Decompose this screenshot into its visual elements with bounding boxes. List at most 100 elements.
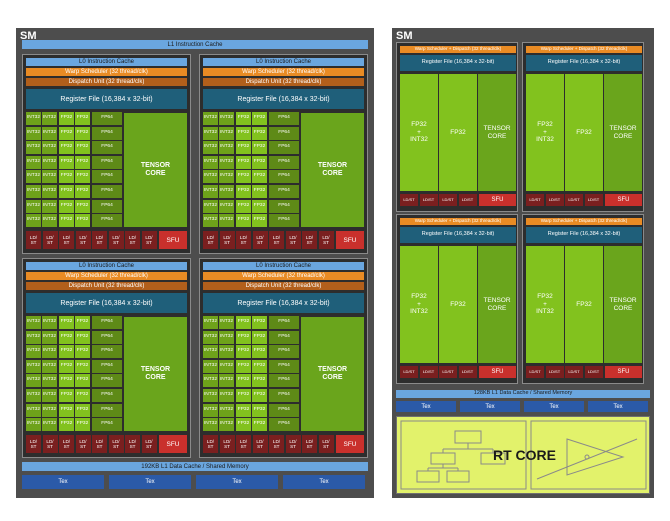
- sfu-unit: SFU: [605, 366, 642, 378]
- ld-st-unit: LD/ST: [252, 435, 268, 453]
- fp64-unit: FP64: [269, 126, 299, 140]
- fp32-unit: FP32: [59, 126, 74, 140]
- l1-data-cache-right: 128KB L1 Data Cache / Shared Memory: [396, 390, 650, 398]
- int32-unit: INT32: [203, 112, 218, 125]
- int32-unit: INT32: [219, 403, 234, 417]
- int32-unit: INT32: [219, 374, 234, 388]
- ld-st-unit: LD/ST: [236, 435, 251, 453]
- sfu-unit: SFU: [336, 231, 364, 249]
- fp32-unit: FP32: [236, 112, 251, 125]
- int32-unit: INT32: [42, 389, 57, 402]
- ld-st-unit: LD/ST: [92, 231, 107, 249]
- sfu-unit: SFU: [159, 231, 187, 249]
- subcore-partition: Warp Scheduler + Dispatch (32 thread/clk…: [522, 42, 644, 212]
- ld-st-unit: LD/ST: [42, 435, 58, 453]
- subcore-partition: Warp Scheduler + Dispatch (32 thread/clk…: [522, 214, 644, 384]
- int32-unit: INT32: [26, 316, 41, 329]
- warp-scheduler-dispatch: Warp Scheduler + Dispatch (32 thread/clk…: [400, 218, 516, 225]
- ld-st-unit: LD/ST: [318, 435, 334, 453]
- fp32-unit: FP32: [75, 199, 90, 213]
- fp32-unit: FP32: [252, 374, 267, 388]
- dispatch-unit: Dispatch Unit (32 thread/clk): [203, 78, 364, 86]
- ld-st-unit: LD/ST: [203, 231, 218, 249]
- int32-unit: INT32: [219, 389, 234, 402]
- int32-unit: INT32: [203, 359, 218, 373]
- tex-unit: Tex: [396, 401, 456, 412]
- l0-instruction-cache: L0 Instruction Cache: [203, 58, 364, 66]
- fp32-int32-column: FP32 + INT32: [526, 74, 564, 191]
- fp32-unit: FP32: [252, 403, 267, 417]
- register-file: Register File (16,384 x 32-bit): [203, 293, 364, 313]
- warp-scheduler: Warp Scheduler (32 thread/clk): [203, 68, 364, 76]
- fp32-unit: FP32: [75, 389, 90, 402]
- int32-unit: INT32: [42, 359, 57, 373]
- fp32-unit: FP32: [236, 316, 251, 329]
- int32-unit: INT32: [26, 199, 41, 213]
- ld-st-unit: LD/ST: [458, 194, 477, 206]
- fp32-unit: FP32: [252, 418, 267, 432]
- int32-unit: INT32: [203, 199, 218, 213]
- fp64-unit: FP64: [92, 418, 122, 432]
- warp-scheduler-dispatch: Warp Scheduler + Dispatch (32 thread/clk…: [526, 218, 642, 225]
- tensor-core: TENSOR CORE: [478, 74, 516, 191]
- tex-unit: Tex: [283, 475, 365, 489]
- int32-unit: INT32: [42, 418, 57, 432]
- tensor-core: TENSOR CORE: [604, 246, 642, 363]
- fp32-unit: FP32: [59, 359, 74, 373]
- fp64-unit: FP64: [269, 214, 299, 228]
- warp-scheduler: Warp Scheduler (32 thread/clk): [26, 272, 187, 280]
- int32-unit: INT32: [219, 112, 234, 125]
- tex-unit: Tex: [109, 475, 191, 489]
- subcore-partition: Warp Scheduler + Dispatch (32 thread/clk…: [396, 214, 518, 384]
- ld-st-unit: LD/ST: [125, 435, 140, 453]
- ld-st-unit: LD/ST: [302, 231, 317, 249]
- ld-st-unit: LD/ST: [252, 231, 268, 249]
- fp32-unit: FP32: [252, 141, 267, 155]
- int32-unit: INT32: [219, 141, 234, 155]
- rt-core-diagram-icon: [400, 420, 647, 490]
- fp64-unit: FP64: [269, 170, 299, 184]
- fp32-unit: FP32: [59, 141, 74, 155]
- tensor-core: TENSOR CORE: [300, 112, 365, 228]
- int32-unit: INT32: [42, 126, 57, 140]
- fp32-unit: FP32: [59, 403, 74, 417]
- fp32-unit: FP32: [75, 155, 90, 169]
- int32-unit: INT32: [26, 185, 41, 198]
- fp64-unit: FP64: [269, 345, 299, 359]
- int32-unit: INT32: [42, 141, 57, 155]
- ld-st-unit: LD/ST: [141, 435, 157, 453]
- fp32-unit: FP32: [236, 199, 251, 213]
- ld-st-unit: LD/ST: [108, 435, 124, 453]
- ld-st-unit: LD/ST: [26, 231, 41, 249]
- fp32-unit: FP32: [59, 389, 74, 402]
- fp32-unit: FP32: [75, 359, 90, 373]
- ld-st-unit: LD/ST: [125, 231, 140, 249]
- fp64-unit: FP64: [92, 359, 122, 373]
- tex-unit: Tex: [460, 401, 520, 412]
- ld-st-unit: LD/ST: [584, 194, 603, 206]
- fp64-unit: FP64: [92, 374, 122, 388]
- sfu-unit: SFU: [605, 194, 642, 206]
- fp32-unit: FP32: [59, 345, 74, 359]
- int32-unit: INT32: [203, 141, 218, 155]
- register-file: Register File (16,384 x 32-bit): [400, 227, 516, 243]
- warp-scheduler-dispatch: Warp Scheduler + Dispatch (32 thread/clk…: [526, 46, 642, 53]
- fp32-unit: FP32: [236, 330, 251, 344]
- fp32-unit: FP32: [252, 345, 267, 359]
- ld-st-unit: LD/ST: [302, 435, 317, 453]
- ld-st-unit: LD/ST: [565, 194, 583, 206]
- fp32-unit: FP32: [59, 155, 74, 169]
- dispatch-unit: Dispatch Unit (32 thread/clk): [26, 282, 187, 290]
- fp64-unit: FP64: [92, 330, 122, 344]
- int32-unit: INT32: [26, 126, 41, 140]
- int32-unit: INT32: [42, 403, 57, 417]
- subcore-partition: L0 Instruction Cache Warp Scheduler (32 t…: [199, 258, 368, 458]
- fp64-unit: FP64: [269, 199, 299, 213]
- int32-unit: INT32: [42, 316, 57, 329]
- int32-unit: INT32: [26, 418, 41, 432]
- fp64-unit: FP64: [269, 359, 299, 373]
- fp64-unit: FP64: [269, 155, 299, 169]
- fp32-int32-column: FP32 + INT32: [400, 246, 438, 363]
- int32-unit: INT32: [203, 126, 218, 140]
- ld-st-unit: LD/ST: [526, 194, 544, 206]
